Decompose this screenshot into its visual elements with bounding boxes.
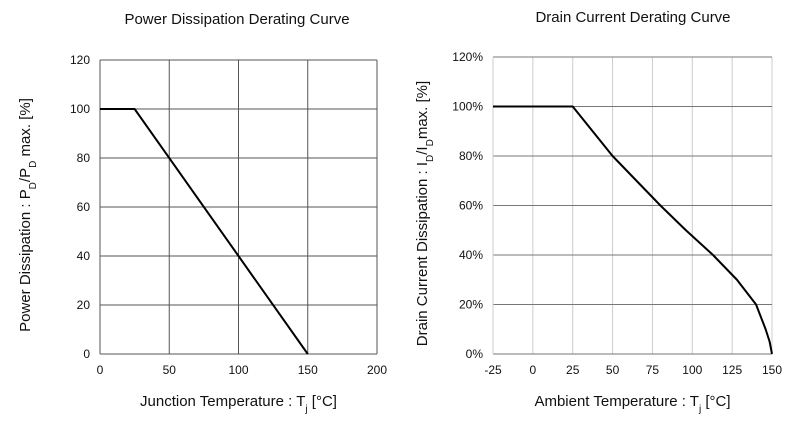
subscript: D xyxy=(28,161,39,168)
x-tick-label: 100 xyxy=(228,363,248,377)
x-axis-label: Ambient Temperature : Tj [°C] xyxy=(534,393,730,415)
y-tick-label: 20% xyxy=(459,298,483,312)
label-part: max. [%] xyxy=(17,98,34,161)
x-tick-label: 25 xyxy=(566,363,580,377)
y-axis-label: Drain Current Dissipation : ID/IDmax. [%… xyxy=(414,81,436,346)
label-part: [°C] xyxy=(308,393,337,410)
label-part: Ambient Temperature : T xyxy=(534,393,699,410)
series-line xyxy=(100,108,309,355)
y-tick-label: 60 xyxy=(77,200,91,214)
x-tick-label: 125 xyxy=(722,363,742,377)
chart-title: Drain Current Derating Curve xyxy=(535,9,730,26)
x-tick-label: 0 xyxy=(530,363,537,377)
series-line xyxy=(493,105,773,355)
y-tick-label: 20 xyxy=(77,298,91,312)
y-tick-label: 100% xyxy=(452,100,483,114)
label-part: Junction Temperature : T xyxy=(140,393,305,410)
y-tick-label: 80% xyxy=(459,149,483,163)
label-part: /I xyxy=(414,146,431,154)
y-tick-label: 80 xyxy=(77,151,91,165)
subscript: D xyxy=(425,139,436,146)
chart-1: Power Dissipation Derating Curve 0 50 100 15… xyxy=(17,11,387,415)
x-tick-label: 50 xyxy=(606,363,620,377)
y-axis-label: Power Dissipation : PD/PD max. [%] xyxy=(17,98,39,332)
x-tick-label: 150 xyxy=(762,363,782,377)
y-tick-label: 40% xyxy=(459,248,483,262)
y-tick-label: 60% xyxy=(459,199,483,213)
y-tick-label: 0% xyxy=(466,347,484,361)
label-part: Power Dissipation : P xyxy=(17,189,34,332)
x-tick-label: 50 xyxy=(163,363,177,377)
x-tick-label: 200 xyxy=(367,363,387,377)
chart-title: Power Dissipation Derating Curve xyxy=(124,11,349,28)
label-part: [°C] xyxy=(701,393,730,410)
y-tick-label: 120 xyxy=(70,53,90,67)
y-tick-label: 120% xyxy=(452,50,483,64)
label-part: max. [%] xyxy=(414,81,431,139)
label-part: Drain Current Dissipation : I xyxy=(414,162,431,346)
x-tick-label: -25 xyxy=(484,363,502,377)
x-tick-label: 100 xyxy=(682,363,702,377)
x-tick-label: 150 xyxy=(298,363,318,377)
label-part: /P xyxy=(17,168,34,182)
subscript: j xyxy=(698,404,701,415)
chart-2: Drain Current Derating Curve -25 0 25 50 75 10… xyxy=(414,9,782,415)
y-tick-label: 0 xyxy=(83,347,90,361)
y-tick-label: 100 xyxy=(70,102,90,116)
x-tick-label: 0 xyxy=(97,363,104,377)
subscript: D xyxy=(425,155,436,162)
x-axis-label: Junction Temperature : Tj [°C] xyxy=(140,393,337,415)
subscript: j xyxy=(304,404,307,415)
y-tick-label: 40 xyxy=(77,249,91,263)
x-tick-label: 75 xyxy=(646,363,660,377)
subscript: D xyxy=(28,182,39,189)
